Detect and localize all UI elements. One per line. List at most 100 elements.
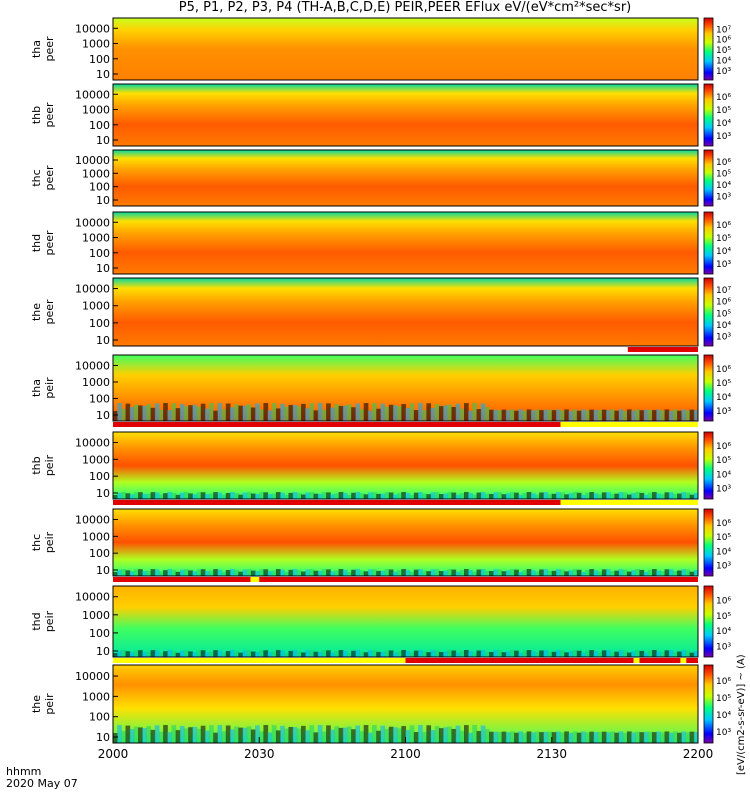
spectrogram-noise bbox=[401, 569, 406, 576]
spectrogram-noise bbox=[426, 494, 432, 499]
spectrogram-noise bbox=[618, 409, 624, 421]
spectrogram-noise bbox=[376, 730, 381, 743]
spectrogram-noise bbox=[509, 409, 515, 421]
spectrogram-noise bbox=[606, 732, 611, 743]
colorbar-tick-label: 10⁷ bbox=[716, 286, 731, 296]
spectrogram-noise bbox=[158, 494, 164, 499]
panel-thd-peir: 10 100 1000 10000 thdpeir 10³ 10⁴ 10⁵ 10⁶ bbox=[30, 585, 731, 663]
spectrogram-noise bbox=[464, 569, 469, 576]
spectrogram-noise bbox=[518, 409, 523, 421]
spectrogram-noise bbox=[681, 569, 686, 576]
spectrogram-noise bbox=[142, 570, 147, 576]
panel-probe: thd bbox=[30, 234, 43, 252]
spectrogram-noise bbox=[309, 725, 315, 743]
spectrogram-noise bbox=[672, 731, 678, 743]
panel-product: peir bbox=[43, 531, 56, 553]
spectrogram-noise bbox=[146, 726, 152, 743]
panel-product: peer bbox=[43, 299, 56, 325]
spectrogram-noise bbox=[351, 569, 356, 576]
spectrogram-noise bbox=[572, 650, 578, 657]
spectrogram-noise bbox=[430, 492, 436, 499]
y-tick-label: 10 bbox=[96, 194, 110, 207]
colorbar-tick-label: 10⁷ bbox=[716, 25, 731, 35]
spectrogram-noise bbox=[154, 650, 160, 657]
spectrogram-noise bbox=[430, 729, 436, 743]
spectrogram-noise bbox=[514, 410, 519, 421]
spectrogram-noise bbox=[259, 569, 264, 576]
spectrogram-noise bbox=[501, 731, 507, 743]
spectrogram-noise bbox=[626, 571, 632, 576]
spectrogram-noise bbox=[472, 403, 478, 421]
spectrogram-noise bbox=[209, 570, 214, 576]
spectrogram-noise bbox=[313, 732, 319, 743]
spectrogram-noise bbox=[438, 494, 444, 499]
spectrogram-noise bbox=[238, 652, 244, 657]
spectrogram-noise bbox=[664, 650, 670, 657]
spectrogram-noise bbox=[685, 569, 691, 576]
spectrogram-noise bbox=[543, 569, 549, 576]
spectrogram-noise bbox=[372, 725, 377, 743]
spectrogram-noise bbox=[163, 651, 168, 657]
spectrogram-noise bbox=[275, 650, 281, 657]
time-axis-date: 2020 May 07 bbox=[6, 777, 78, 790]
mode-bar-segment bbox=[113, 658, 406, 663]
spectrogram-noise bbox=[284, 652, 289, 657]
mode-bar-segment bbox=[639, 658, 681, 663]
spectrogram-noise bbox=[238, 727, 244, 743]
spectrogram-noise bbox=[330, 494, 335, 499]
x-tick-label: 2130 bbox=[536, 747, 567, 761]
spectrogram-noise bbox=[133, 569, 139, 576]
spectrogram-noise bbox=[447, 726, 452, 743]
spectrogram-noise bbox=[597, 571, 603, 576]
spectrogram-noise bbox=[372, 492, 377, 499]
spectrogram-noise bbox=[652, 410, 657, 421]
spectrogram-noise bbox=[505, 651, 511, 657]
spectrogram-noise bbox=[472, 725, 478, 743]
spectrogram-noise bbox=[292, 727, 298, 743]
spectrogram-noise bbox=[238, 494, 244, 499]
spectrogram-noise bbox=[309, 569, 315, 576]
y-tick-label: 10 bbox=[96, 262, 110, 275]
spectrogram-noise bbox=[597, 652, 603, 657]
panel-thd-peer: 10 100 1000 10000 thdpeer 10³ 10⁴ 10⁵ 10⁶ bbox=[30, 211, 731, 275]
colorbar-tick-label: 10³ bbox=[716, 333, 731, 343]
spectrogram-noise bbox=[505, 732, 511, 743]
spectrogram-noise bbox=[171, 492, 177, 499]
spectrogram-noise bbox=[221, 652, 227, 657]
spectrogram-noise bbox=[589, 409, 595, 421]
spectrogram-noise bbox=[334, 651, 340, 657]
spectrogram-noise bbox=[522, 650, 528, 657]
spectrogram-noise bbox=[652, 492, 657, 499]
colorbar-tick-label: 10³ bbox=[716, 728, 731, 738]
panel-ylabel: thdpeir bbox=[30, 610, 56, 632]
spectrogram-noise bbox=[476, 650, 482, 657]
spectrogram-noise bbox=[418, 569, 423, 576]
spectrogram-noise bbox=[200, 650, 206, 657]
spectrogram-noise bbox=[376, 493, 381, 499]
spectrogram-noise bbox=[614, 410, 620, 421]
colorbar-tick-label: 10⁴ bbox=[716, 393, 731, 403]
y-tick-label: 1000 bbox=[82, 232, 110, 245]
colorbar-tick-label: 10⁵ bbox=[716, 379, 731, 389]
spectrogram-noise bbox=[622, 410, 628, 421]
spectrogram-noise bbox=[221, 494, 227, 499]
spectrogram-noise bbox=[501, 494, 507, 499]
spectrogram-noise bbox=[150, 650, 156, 657]
y-tick-label: 1000 bbox=[82, 167, 110, 180]
spectrogram-noise bbox=[681, 650, 686, 657]
spectrogram-noise bbox=[564, 409, 569, 421]
spectrogram-noise bbox=[539, 410, 544, 421]
spectrogram-noise bbox=[380, 403, 386, 421]
mode-bar-segment bbox=[560, 500, 698, 505]
colorbar-tick-label: 10⁵ bbox=[716, 694, 731, 704]
spectrogram-noise bbox=[317, 403, 323, 421]
spectrogram-noise bbox=[639, 650, 645, 657]
spectrogram-noise bbox=[480, 403, 486, 421]
spectrogram-noise bbox=[643, 571, 649, 576]
y-tick-label: 10000 bbox=[75, 88, 110, 101]
spectrogram-noise bbox=[480, 569, 486, 576]
spectrogram-noise bbox=[547, 651, 553, 657]
spectrogram-noise bbox=[560, 732, 565, 743]
spectrogram-noise bbox=[543, 650, 549, 657]
spectrogram-noise bbox=[334, 570, 340, 576]
